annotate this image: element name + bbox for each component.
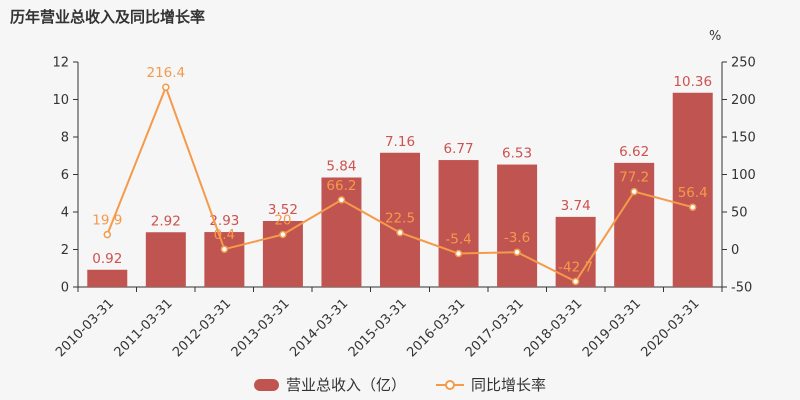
growth-value-label: 20 bbox=[274, 213, 291, 229]
legend-item-revenue[interactable]: 营业总收入（亿） bbox=[253, 374, 406, 395]
bar-value-label: 5.84 bbox=[326, 159, 356, 175]
bar-value-label: 3.74 bbox=[561, 198, 591, 214]
growth-point-2017-03-31[interactable] bbox=[513, 248, 521, 256]
bar-2016-03-31[interactable] bbox=[438, 160, 479, 287]
growth-point-2011-03-31[interactable] bbox=[162, 83, 170, 91]
growth-value-label: -42.7 bbox=[558, 260, 593, 276]
growth-value-label: 66.2 bbox=[326, 178, 356, 194]
bar-value-label: 6.62 bbox=[619, 144, 649, 160]
right-axis-tick-label: 50 bbox=[731, 206, 748, 221]
growth-point-2020-03-31[interactable] bbox=[688, 203, 697, 211]
line-series-swatch-icon bbox=[436, 379, 464, 391]
bar-value-label: 6.53 bbox=[502, 146, 532, 162]
x-axis-label: 2019-03-31 bbox=[580, 296, 644, 360]
growth-point-2016-03-31[interactable] bbox=[454, 249, 463, 258]
growth-value-label: 56.4 bbox=[678, 185, 708, 201]
bar-2010-03-31[interactable] bbox=[87, 269, 128, 287]
x-axis-label: 2020-03-31 bbox=[639, 296, 703, 360]
growth-point-2015-03-31[interactable] bbox=[396, 228, 404, 237]
left-axis-tick-label: 10 bbox=[52, 93, 69, 108]
growth-point-2014-03-31[interactable] bbox=[337, 196, 346, 204]
bar-value-label: 10.36 bbox=[673, 74, 712, 90]
growth-value-label: 22.5 bbox=[385, 211, 415, 227]
left-axis-tick-label: 0 bbox=[61, 281, 69, 296]
right-axis-tick-label: 150 bbox=[731, 131, 756, 146]
bar-2011-03-31[interactable] bbox=[145, 232, 186, 287]
right-axis-tick-label: 100 bbox=[731, 168, 756, 183]
left-axis-tick-label: 4 bbox=[61, 206, 69, 221]
legend-label-revenue: 营业总收入（亿） bbox=[285, 376, 406, 394]
growth-value-label: -5.4 bbox=[445, 232, 471, 248]
growth-value-label: 216.4 bbox=[146, 65, 185, 81]
left-axis-tick-label: 8 bbox=[61, 131, 69, 146]
right-axis-tick-label: 200 bbox=[731, 93, 756, 108]
bar-value-label: 2.93 bbox=[209, 213, 239, 229]
bar-value-label: 2.92 bbox=[151, 213, 181, 229]
chart-title: 历年营业总收入及同比增长率 bbox=[10, 8, 206, 26]
left-axis-tick-label: 12 bbox=[52, 56, 69, 71]
x-axis-label: 2016-03-31 bbox=[404, 296, 468, 360]
growth-value-label: 19.9 bbox=[92, 213, 122, 229]
growth-point-2013-03-31[interactable] bbox=[279, 230, 287, 239]
bar-2014-03-31[interactable] bbox=[321, 177, 362, 288]
bar-2012-03-31[interactable] bbox=[204, 232, 245, 287]
growth-value-label: -3.6 bbox=[504, 230, 530, 246]
legend-label-growth: 同比增长率 bbox=[471, 376, 547, 394]
legend: 营业总收入（亿） 同比增长率 bbox=[0, 374, 800, 395]
bar-value-label: 0.92 bbox=[92, 251, 122, 267]
bar-2015-03-31[interactable] bbox=[380, 152, 420, 287]
x-axis-label: 2018-03-31 bbox=[521, 296, 585, 360]
bar-value-label: 3.52 bbox=[268, 202, 298, 218]
x-axis-label: 2015-03-31 bbox=[346, 296, 410, 360]
bar-2017-03-31[interactable] bbox=[497, 164, 538, 287]
growth-point-2019-03-31[interactable] bbox=[630, 187, 638, 196]
right-axis-tick-label: 0 bbox=[731, 243, 739, 258]
growth-value-label: 0.4 bbox=[214, 227, 235, 243]
growth-point-2010-03-31[interactable] bbox=[103, 230, 112, 239]
x-axis-label: 2010-03-31 bbox=[53, 296, 117, 360]
bar-2019-03-31[interactable] bbox=[614, 162, 655, 287]
bar-value-label: 7.16 bbox=[385, 134, 415, 150]
x-axis-label: 2011-03-31 bbox=[112, 296, 176, 360]
right-axis-tick-label: 250 bbox=[731, 56, 756, 71]
left-axis-tick-label: 6 bbox=[61, 168, 69, 183]
right-axis-unit-label: % bbox=[709, 29, 722, 44]
bar-2020-03-31[interactable] bbox=[672, 92, 713, 287]
bar-value-label: 6.77 bbox=[444, 141, 474, 157]
right-axis-tick-label: -50 bbox=[731, 281, 752, 296]
legend-circle-icon bbox=[445, 379, 455, 390]
x-axis-label: 2012-03-31 bbox=[170, 296, 234, 360]
growth-point-2018-03-31[interactable] bbox=[571, 277, 580, 286]
growth-point-2012-03-31[interactable] bbox=[220, 245, 229, 253]
x-axis-label: 2013-03-31 bbox=[229, 296, 293, 360]
legend-item-growth[interactable]: 同比增长率 bbox=[436, 374, 546, 395]
bar-2018-03-31[interactable] bbox=[555, 216, 596, 287]
x-axis-label: 2017-03-31 bbox=[463, 296, 527, 360]
x-axis-label: 2014-03-31 bbox=[287, 296, 351, 360]
left-axis-tick-label: 2 bbox=[61, 243, 69, 258]
growth-value-label: 77.2 bbox=[619, 170, 649, 186]
bar-series-swatch-icon bbox=[253, 378, 279, 391]
